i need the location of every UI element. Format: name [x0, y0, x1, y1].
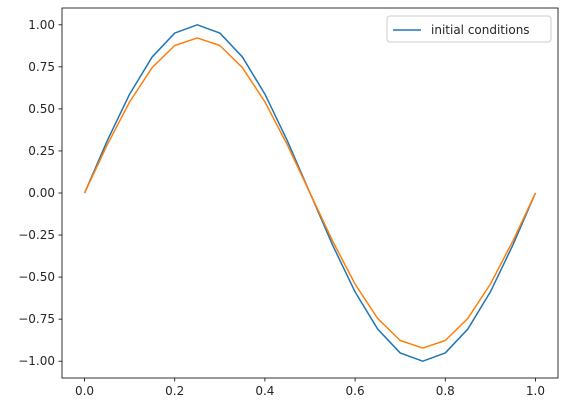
series-line-2 [83, 37, 537, 349]
legend: initial conditions [386, 15, 552, 43]
y-tick-label: −0.75 [18, 312, 55, 326]
y-tick-label: −1.00 [18, 354, 55, 368]
series-layer [83, 24, 537, 362]
x-tick-label: 1.0 [526, 384, 545, 398]
legend-label: initial conditions [431, 23, 530, 37]
y-tick-label: 0.50 [28, 102, 55, 116]
y-tick-label: 0.25 [28, 144, 55, 158]
x-tick-label: 0.0 [75, 384, 94, 398]
y-tick-label: 0.75 [28, 60, 55, 74]
x-axis: 0.0 0.2 0.4 0.6 0.8 1.0 [75, 378, 545, 398]
y-tick-label: 1.00 [28, 18, 55, 32]
x-tick-label: 0.2 [165, 384, 184, 398]
x-tick-label: 0.8 [436, 384, 455, 398]
y-tick-label: 0.00 [28, 186, 55, 200]
y-tick-label: −0.25 [18, 228, 55, 242]
x-tick-label: 0.4 [255, 384, 274, 398]
x-tick-label: 0.6 [346, 384, 365, 398]
y-tick-label: −0.50 [18, 270, 55, 284]
y-axis: −1.00 −0.75 −0.50 −0.25 0.00 0.25 0.50 0.75 1.00 [18, 18, 62, 368]
legend-box [386, 15, 552, 43]
